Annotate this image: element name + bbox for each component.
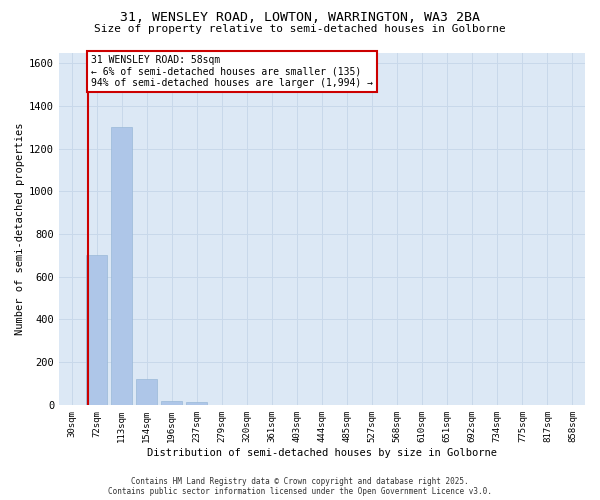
Bar — [186, 402, 208, 405]
Text: 31, WENSLEY ROAD, LOWTON, WARRINGTON, WA3 2BA: 31, WENSLEY ROAD, LOWTON, WARRINGTON, WA… — [120, 11, 480, 24]
Bar — [161, 400, 182, 405]
Y-axis label: Number of semi-detached properties: Number of semi-detached properties — [15, 122, 25, 335]
Text: Size of property relative to semi-detached houses in Golborne: Size of property relative to semi-detach… — [94, 24, 506, 34]
Bar — [111, 127, 132, 405]
Bar — [86, 256, 107, 405]
Text: Contains HM Land Registry data © Crown copyright and database right 2025.
Contai: Contains HM Land Registry data © Crown c… — [108, 476, 492, 496]
Bar — [136, 379, 157, 405]
Text: 31 WENSLEY ROAD: 58sqm
← 6% of semi-detached houses are smaller (135)
94% of sem: 31 WENSLEY ROAD: 58sqm ← 6% of semi-deta… — [91, 54, 373, 88]
X-axis label: Distribution of semi-detached houses by size in Golborne: Distribution of semi-detached houses by … — [147, 448, 497, 458]
